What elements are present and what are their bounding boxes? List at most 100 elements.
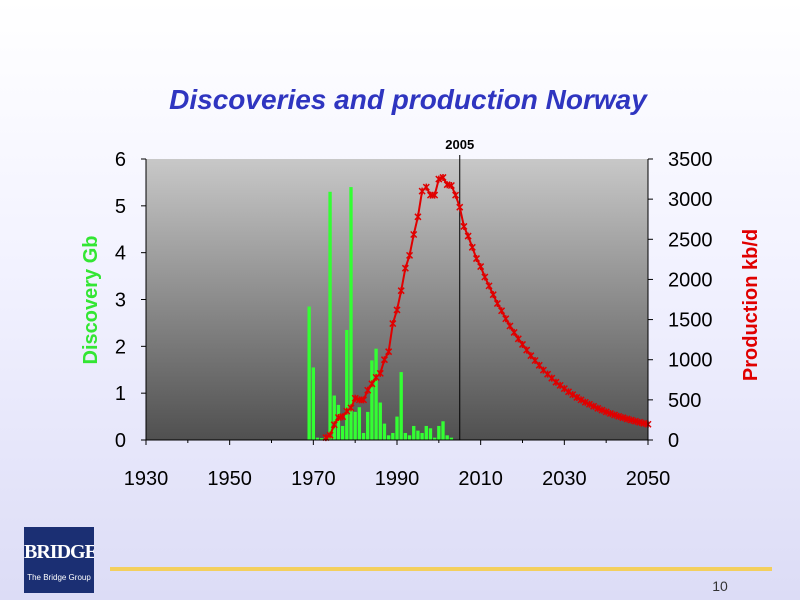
discovery-bar <box>336 404 341 440</box>
discovery-bar <box>432 437 437 440</box>
right-tick-label: 3000 <box>668 189 713 211</box>
production-point <box>523 346 531 354</box>
production-point <box>347 404 355 412</box>
production-point <box>502 315 510 323</box>
right-tick-label: 500 <box>668 390 701 412</box>
production-point <box>602 408 610 416</box>
discovery-bar <box>378 402 382 440</box>
production-point <box>364 386 372 394</box>
production-point <box>573 393 581 401</box>
right-tick-label: 1500 <box>668 310 713 332</box>
production-point <box>410 230 418 238</box>
left-tick-label: 3 <box>115 290 126 312</box>
production-point <box>585 400 593 408</box>
production-point <box>489 291 497 299</box>
x-tick-label: 1930 <box>124 468 169 490</box>
discovery-bar <box>403 432 408 440</box>
production-point <box>460 222 468 230</box>
production-point <box>468 243 476 251</box>
right-tick-label: 1000 <box>668 350 713 372</box>
x-tick-label: 1990 <box>375 468 420 490</box>
left-tick-label: 4 <box>115 243 126 265</box>
right-tick-label: 3500 <box>668 149 713 171</box>
production-point <box>510 328 518 336</box>
production-point <box>619 414 627 422</box>
discovery-bars <box>307 187 454 440</box>
production-point <box>414 213 422 221</box>
production-point <box>569 391 577 399</box>
left-axis-label: Discovery Gb <box>80 236 102 365</box>
discovery-bar <box>353 411 357 440</box>
production-point <box>611 411 619 419</box>
page-number: 10 <box>712 578 728 594</box>
discovery-bar <box>420 432 424 440</box>
discovery-bar <box>361 432 366 440</box>
production-point <box>506 322 514 330</box>
discovery-bar <box>374 348 378 440</box>
discovery-bar <box>311 367 316 440</box>
production-point <box>481 273 489 281</box>
production-point <box>406 251 414 259</box>
production-point <box>385 348 393 356</box>
production-point <box>590 402 598 410</box>
left-tick-label: 0 <box>115 430 126 452</box>
x-tick-label: 2010 <box>458 468 503 490</box>
left-tick-label: 5 <box>115 196 126 218</box>
right-tick-label: 2500 <box>668 229 713 251</box>
production-point <box>472 255 481 263</box>
discovery-bar <box>315 437 320 440</box>
discovery-bar <box>428 428 433 440</box>
x-tick-label: 1950 <box>207 468 252 490</box>
discovery-bar <box>449 437 454 440</box>
production-point <box>393 306 401 314</box>
discovery-bar <box>370 360 374 440</box>
production-point <box>330 421 338 429</box>
discovery-bar <box>332 395 336 440</box>
production-point <box>368 380 376 388</box>
production-point <box>581 398 589 406</box>
production-point <box>598 406 606 414</box>
production-point <box>401 264 409 272</box>
production-point <box>360 396 368 404</box>
production-point <box>389 320 397 328</box>
discovery-bar <box>391 432 395 440</box>
production-point <box>397 287 405 295</box>
discovery-bar <box>320 438 324 440</box>
production-point <box>493 299 501 308</box>
reference-line-label: 2005 <box>445 137 474 152</box>
right-tick-label: 0 <box>668 430 679 452</box>
production-point <box>498 307 506 315</box>
production-point <box>594 404 602 412</box>
logo-main-text: BRIDGE <box>24 541 94 563</box>
right-axis-label: Production kb/d <box>740 229 762 381</box>
production-point <box>447 181 455 190</box>
production-point <box>477 263 485 271</box>
production-point <box>564 388 573 396</box>
discovery-bar <box>412 425 416 440</box>
discovery-bar <box>328 191 332 440</box>
discovery-bar <box>382 423 387 440</box>
production-point <box>326 431 334 439</box>
production-point <box>452 191 460 199</box>
production-point <box>456 203 464 211</box>
production-point <box>339 413 347 421</box>
axes: 0 1 2 3 4 5 6 0 500 1000 1500 2000 2500 3000 3500 1930 1… <box>115 149 713 490</box>
discovery-bar <box>441 421 445 440</box>
discovery-bar <box>340 425 345 440</box>
x-tick-label: 2050 <box>626 468 671 490</box>
production-point <box>431 191 439 199</box>
discovery-bar <box>407 435 412 440</box>
production-point <box>485 282 493 290</box>
production-point <box>439 173 447 181</box>
production-point <box>615 412 623 420</box>
discovery-bar <box>437 425 441 440</box>
right-tick-label: 2000 <box>668 269 713 291</box>
production-point <box>435 175 443 183</box>
discovery-bar <box>307 306 311 440</box>
plot-area <box>146 159 648 440</box>
bridge-logo: BRIDGE The Bridge Group <box>24 527 94 593</box>
logo-sub-text: The Bridge Group <box>27 573 91 582</box>
production-point <box>518 340 527 348</box>
discovery-bar <box>395 416 399 440</box>
